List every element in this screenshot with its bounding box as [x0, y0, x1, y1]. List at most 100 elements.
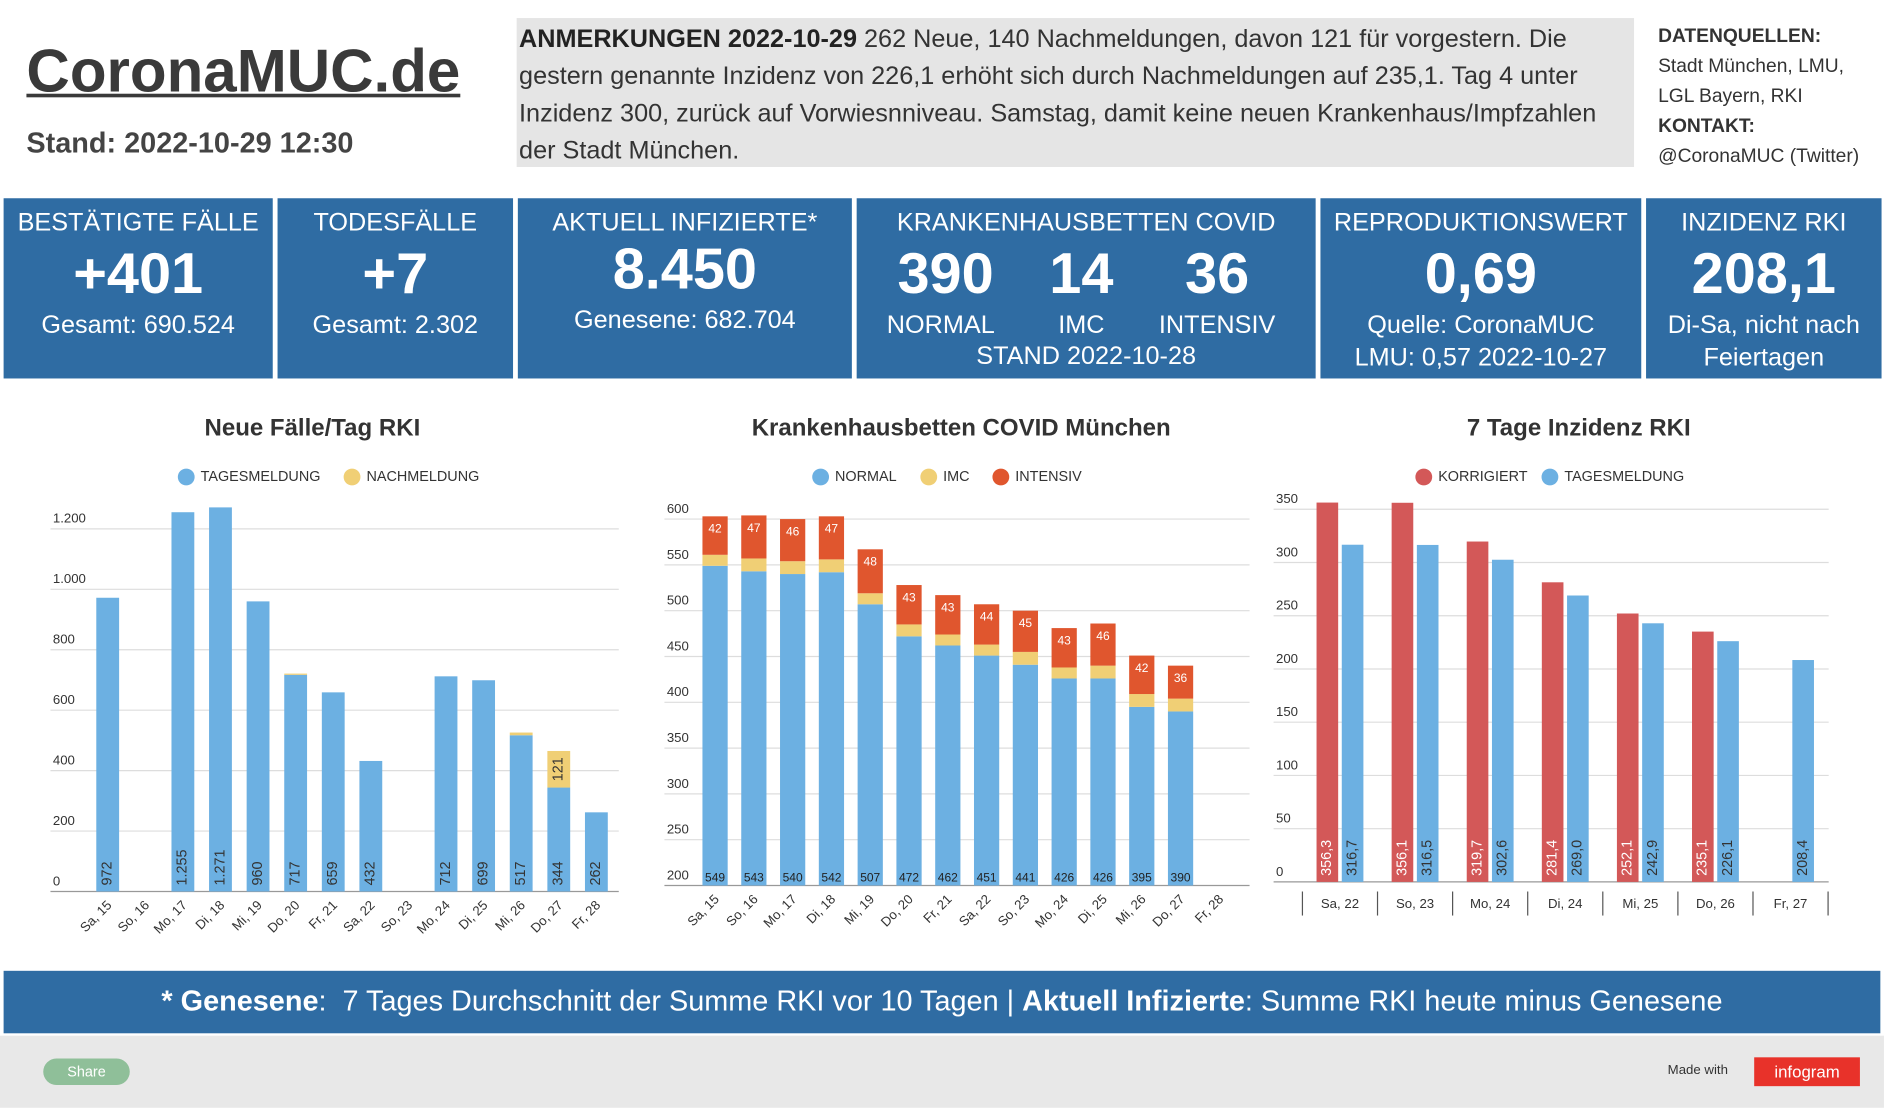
data-label: 319,7	[1469, 840, 1485, 876]
bar	[896, 636, 922, 886]
data-label: 262	[588, 861, 604, 885]
card: INZIDENZ RKI 208,1 Di-Sa, nicht nach Feie…	[1646, 198, 1882, 379]
bar	[935, 634, 961, 646]
bar	[321, 692, 345, 892]
data-label: 47	[747, 521, 761, 535]
x-tick-label: Di, 25	[456, 897, 491, 932]
data-label: 46	[786, 524, 800, 538]
data-label: 960	[250, 861, 266, 885]
bar	[1129, 706, 1155, 886]
legend-marker	[1541, 468, 1559, 486]
bar	[584, 812, 608, 892]
y-tick-label: 350	[1276, 491, 1298, 506]
card-title: BESTÄTIGTE FÄLLE	[17, 209, 259, 237]
card-label: IMC	[1058, 311, 1105, 339]
footer: * Genesene: 7 Tages Durchschnitt der Sum…	[3, 970, 1881, 1034]
card: REPRODUKTIONSWERT 0,69 Quelle: CoronaMUC…	[1320, 198, 1642, 379]
bar	[935, 595, 961, 635]
x-tick-label: Sa, 22	[1321, 896, 1359, 911]
bar	[1491, 559, 1514, 882]
data-label: 121	[551, 757, 567, 781]
bar	[547, 750, 571, 788]
bar	[780, 574, 806, 886]
data-label: 47	[825, 522, 839, 536]
data-label: 46	[1096, 629, 1110, 643]
bar	[1090, 623, 1116, 666]
bar	[1167, 711, 1194, 886]
data-label: 472	[899, 870, 919, 884]
y-tick-label: 200	[1276, 651, 1298, 666]
sources-line: Stadt München, LMU,	[1658, 56, 1845, 77]
card-detail-line: Di-Sa, nicht nach	[1667, 311, 1860, 339]
y-tick-label: 200	[53, 813, 75, 828]
bar	[857, 549, 883, 594]
bar	[547, 787, 571, 892]
bar	[209, 507, 232, 892]
card: AKTUELL INFIZIERTE* 8.450 Genesene: 682.…	[517, 198, 852, 379]
bar	[780, 561, 806, 575]
data-label: 356,3	[1319, 840, 1335, 876]
stand: Stand: 2022-10-29 12:30	[26, 127, 354, 160]
card-detail: Di-Sa, nicht nach Feiertagen	[1646, 309, 1881, 374]
legend-marker	[343, 468, 361, 486]
data-label: 659	[325, 861, 341, 885]
sources: DATENQUELLEN: Stadt München, LMU, LGL Ba…	[1658, 22, 1859, 172]
card-detail-line: Quelle: CoronaMUC	[1367, 311, 1595, 339]
x-tick-label: Fr, 28	[569, 897, 603, 931]
card-detail: Quelle: CoronaMUC LMU: 0,57 2022-10-27	[1320, 309, 1641, 374]
bar	[1416, 544, 1439, 882]
bar	[284, 673, 308, 675]
notes: ANMERKUNGEN 2022-10-29 262 Neue, 140 Nac…	[516, 18, 1635, 168]
legend-label: INTENSIV	[1015, 469, 1082, 485]
bar	[1167, 665, 1194, 699]
bar	[741, 571, 767, 886]
card-value: 36	[1185, 242, 1250, 307]
y-tick-label: 400	[667, 684, 689, 699]
data-label: 344	[551, 861, 567, 885]
bar	[1012, 664, 1039, 886]
x-tick-label: Mo, 24	[1470, 896, 1510, 911]
data-label: 507	[860, 870, 880, 884]
x-tick-label: So, 23	[1396, 896, 1434, 911]
card-label: INTENSIV	[1158, 311, 1276, 339]
bar	[1090, 678, 1116, 886]
y-tick-label: 200	[667, 867, 689, 882]
bar	[1717, 641, 1739, 882]
bar	[857, 593, 883, 605]
legend-marker	[992, 468, 1010, 486]
x-tick-label: Do, 26	[1696, 896, 1735, 911]
bar	[509, 732, 533, 736]
data-label: 42	[708, 522, 722, 536]
bar	[857, 604, 883, 886]
bar	[1012, 651, 1039, 665]
x-tick-label: Do, 20	[878, 891, 916, 929]
data-label: 356,1	[1394, 840, 1410, 876]
bottom-bar: Share Made with infogram	[0, 1035, 1884, 1108]
data-label: 390	[1171, 870, 1191, 884]
legend-label: IMC	[943, 469, 969, 485]
bar	[1051, 667, 1077, 679]
x-tick-label: Do, 20	[264, 897, 302, 935]
data-label: 316,5	[1419, 840, 1435, 876]
data-label: 42	[1135, 661, 1149, 675]
card-detail: Genesene: 682.704	[574, 306, 796, 335]
x-tick-label: Sa, 15	[684, 891, 722, 929]
y-tick-label: 0	[53, 873, 60, 888]
x-tick-label: Mo, 24	[1032, 891, 1071, 930]
x-tick-label: Sa, 22	[956, 891, 994, 929]
card-title: REPRODUKTIONSWERT	[1333, 209, 1628, 237]
site-title[interactable]: CoronaMUC.de	[26, 37, 461, 105]
y-tick-label: 250	[667, 822, 689, 837]
card: KRANKENHAUSBETTEN COVID 390 14 36 NORMAL…	[856, 198, 1316, 379]
legend-label: NORMAL	[835, 469, 897, 485]
y-tick-label: 500	[667, 593, 689, 608]
share-button[interactable]: Share	[43, 1058, 130, 1085]
x-tick-label: So, 23	[378, 897, 416, 935]
data-label: 540	[783, 870, 803, 884]
data-label: 426	[1093, 870, 1113, 884]
infogram-link[interactable]: infogram	[1754, 1057, 1860, 1087]
y-tick-label: 300	[1276, 544, 1298, 559]
legend-label: TAGESMELDUNG	[201, 469, 321, 485]
bar	[973, 644, 1000, 656]
